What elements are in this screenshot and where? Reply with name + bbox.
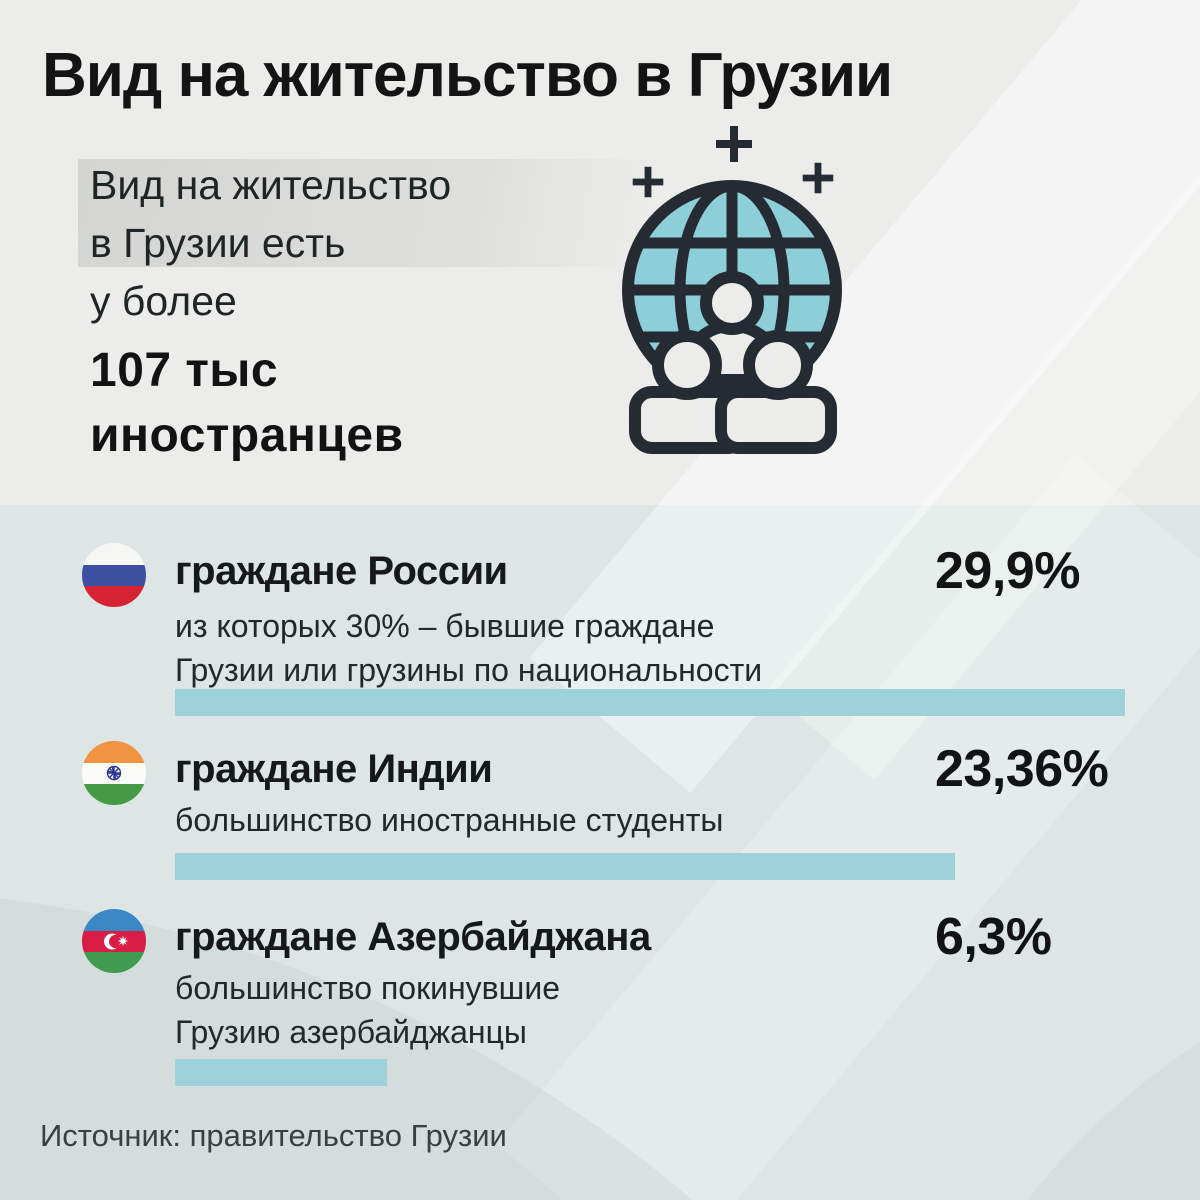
india-flag-icon (82, 741, 146, 805)
country-note-line: Грузии или грузины по национальности (175, 652, 763, 688)
percent-value: 29,9% (935, 542, 1080, 600)
country-note-line: большинство покинувшие (175, 970, 560, 1006)
country-note-line: Грузию азербайджанцы (175, 1014, 527, 1050)
stat-row-russia: граждане России 29,9% из которых 30% – б… (0, 542, 1200, 743)
azerbaijan-flag-icon (82, 909, 146, 973)
percent-bar (175, 689, 1125, 716)
intro-line: у более (90, 278, 237, 324)
sparkle-icon (632, 126, 834, 198)
stat-row-azerbaijan: граждане Азербайджана 6,3% большинство п… (0, 908, 1200, 1119)
globe-with-people-icon (602, 118, 866, 470)
page-title: Вид на жительство в Грузии (42, 41, 893, 110)
country-label: граждане Азербайджана (175, 915, 651, 959)
intro-highlight-word: иностранцев (90, 409, 404, 462)
source-note: Источник: правительство Грузии (40, 1118, 507, 1153)
intro-highlight-band (78, 159, 648, 267)
intro-line: в Грузии есть (90, 220, 346, 266)
country-note-line: большинство иностранные студенты (175, 802, 724, 838)
percent-bar (175, 853, 955, 880)
intro-highlight-number: 107 тыс (90, 344, 279, 397)
stat-row-india: граждане Индии 23,36% большинство иностр… (0, 740, 1200, 911)
intro-text: Вид на жительство в Грузии есть у более … (90, 156, 650, 468)
intro-line: Вид на жительство (90, 162, 452, 208)
percent-value: 23,36% (935, 740, 1109, 798)
percent-value: 6,3% (935, 908, 1052, 966)
globe-with-people-svg (622, 126, 842, 454)
country-note-line: из которых 30% – бывшие граждане (175, 608, 715, 644)
percent-bar (175, 1059, 387, 1086)
country-label: граждане России (175, 549, 508, 593)
russia-flag-icon (82, 543, 146, 607)
country-label: граждане Индии (175, 747, 493, 791)
